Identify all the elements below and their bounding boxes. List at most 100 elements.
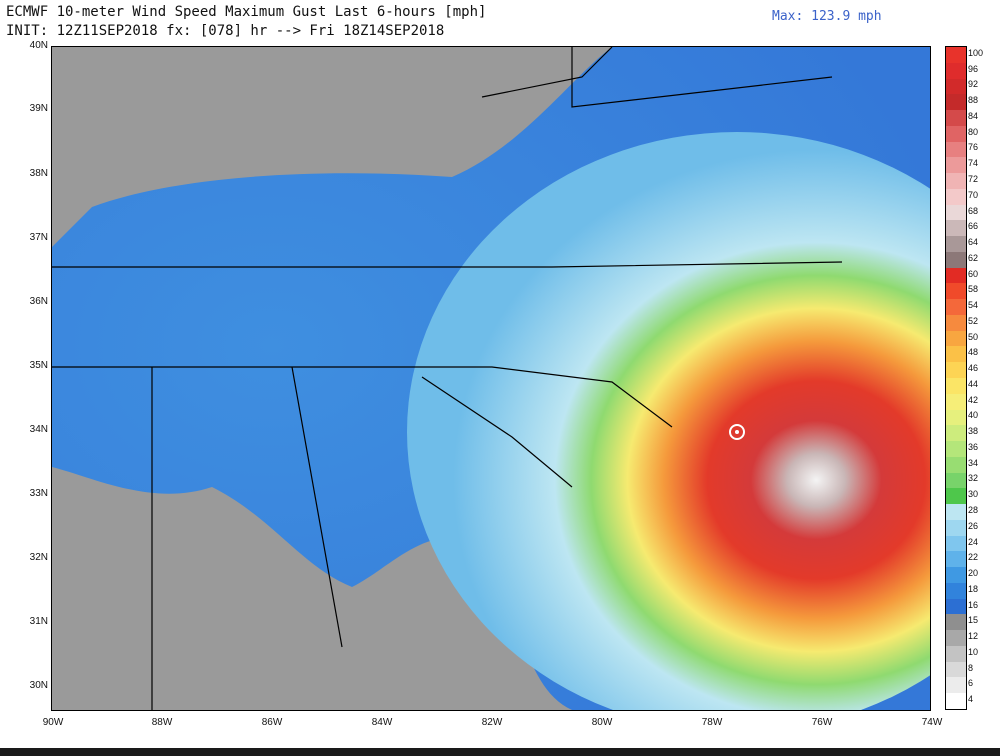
legend-value-label: 62 xyxy=(968,252,979,263)
state-boundaries xyxy=(52,47,843,710)
legend-value-label: 88 xyxy=(968,95,979,106)
legend-value-label: 60 xyxy=(968,268,979,279)
lon-label-74w: 74W xyxy=(921,717,943,728)
legend-value-label: 80 xyxy=(968,126,979,137)
lon-label-88w: 88W xyxy=(151,717,173,728)
legend-value-label: 68 xyxy=(968,205,979,216)
legend-value-label: 58 xyxy=(968,284,979,295)
legend-value-label: 4 xyxy=(968,694,974,705)
legend-value-label: 74 xyxy=(968,158,979,169)
legend-value-label: 84 xyxy=(968,110,979,121)
legend-value-label: 32 xyxy=(968,473,979,484)
legend-value-label: 76 xyxy=(968,142,979,153)
legend-swatch xyxy=(946,157,966,174)
legend-value-label: 64 xyxy=(968,237,979,248)
lat-label-37n: 37N xyxy=(29,232,48,243)
legend-swatch xyxy=(946,346,966,363)
legend-swatch xyxy=(946,645,966,663)
legend-swatch xyxy=(946,251,966,269)
legend-swatch xyxy=(946,472,966,489)
color-scale-legend xyxy=(945,46,967,710)
lon-label-84w: 84W xyxy=(371,717,393,728)
legend-value-label: 46 xyxy=(968,363,979,374)
legend-value-label: 92 xyxy=(968,79,979,90)
lat-label-33n: 33N xyxy=(29,488,48,499)
legend-swatch xyxy=(946,393,966,410)
storm-eye-center xyxy=(735,430,739,434)
legend-value-label: 40 xyxy=(968,410,979,421)
legend-swatch xyxy=(946,62,966,79)
legend-swatch xyxy=(946,299,966,316)
lon-label-80w: 80W xyxy=(591,717,613,728)
lat-label-32n: 32N xyxy=(29,552,48,563)
lat-label-31n: 31N xyxy=(29,616,48,627)
legend-value-label: 72 xyxy=(968,173,979,184)
legend-swatch xyxy=(946,519,966,537)
lat-label-38n: 38N xyxy=(29,168,48,179)
legend-swatch xyxy=(946,582,966,600)
legend-value-label: 6 xyxy=(968,678,974,689)
legend-value-label: 34 xyxy=(968,457,979,468)
legend-swatch xyxy=(946,677,966,694)
legend-value-label: 10 xyxy=(968,646,979,657)
lat-label-40n: 40N xyxy=(29,40,48,51)
legend-swatch xyxy=(946,362,966,379)
legend-swatch xyxy=(946,94,966,111)
max-wind-label: Max: 123.9 mph xyxy=(772,9,882,24)
legend-swatch xyxy=(946,173,966,190)
legend-swatch xyxy=(946,551,966,568)
legend-value-label: 38 xyxy=(968,426,979,437)
legend-swatch xyxy=(946,236,966,253)
legend-swatch xyxy=(946,47,966,64)
legend-swatch xyxy=(946,598,966,615)
legend-value-label: 42 xyxy=(968,394,979,405)
legend-swatch xyxy=(946,330,966,347)
legend-value-label: 48 xyxy=(968,347,979,358)
bottom-frame-border xyxy=(0,748,1000,756)
legend-value-label: 96 xyxy=(968,63,979,74)
legend-value-label: 50 xyxy=(968,331,979,342)
legend-value-label: 66 xyxy=(968,221,979,232)
legend-swatch xyxy=(946,267,966,284)
init-time-label: INIT: 12Z11SEP2018 fx: [078] hr --> Fri … xyxy=(6,23,445,39)
legend-swatch xyxy=(946,567,966,584)
legend-swatch xyxy=(946,78,966,95)
wind-gust-map xyxy=(51,46,931,711)
legend-swatch xyxy=(946,188,966,206)
legend-swatch xyxy=(946,630,966,647)
legend-swatch xyxy=(946,425,966,442)
legend-value-label: 54 xyxy=(968,300,979,311)
legend-swatch xyxy=(946,614,966,631)
legend-swatch xyxy=(946,441,966,458)
legend-value-label: 30 xyxy=(968,489,979,500)
legend-swatch xyxy=(946,661,966,678)
legend-swatch xyxy=(946,141,966,158)
legend-swatch xyxy=(946,110,966,127)
legend-value-label: 28 xyxy=(968,504,979,515)
legend-swatch xyxy=(946,220,966,237)
lon-label-86w: 86W xyxy=(261,717,283,728)
legend-value-label: 100 xyxy=(968,47,984,58)
legend-value-label: 22 xyxy=(968,552,979,563)
legend-value-label: 18 xyxy=(968,583,979,594)
legend-value-label: 8 xyxy=(968,662,974,673)
legend-value-label: 44 xyxy=(968,378,979,389)
lat-label-36n: 36N xyxy=(29,296,48,307)
lat-label-39n: 39N xyxy=(29,103,48,114)
legend-value-label: 24 xyxy=(968,536,979,547)
legend-value-label: 16 xyxy=(968,599,979,610)
legend-value-label: 26 xyxy=(968,520,979,531)
storm-eye-icon xyxy=(729,424,745,440)
legend-value-label: 12 xyxy=(968,631,979,642)
legend-swatch xyxy=(946,504,966,521)
legend-swatch xyxy=(946,378,966,395)
lon-label-82w: 82W xyxy=(481,717,503,728)
legend-swatch xyxy=(946,314,966,332)
legend-value-label: 52 xyxy=(968,315,979,326)
legend-swatch xyxy=(946,409,966,426)
hurricane-wind-field xyxy=(407,132,930,710)
legend-swatch xyxy=(946,125,966,143)
legend-swatch xyxy=(946,535,966,552)
lon-label-90w: 90W xyxy=(42,717,64,728)
legend-swatch xyxy=(946,204,966,221)
